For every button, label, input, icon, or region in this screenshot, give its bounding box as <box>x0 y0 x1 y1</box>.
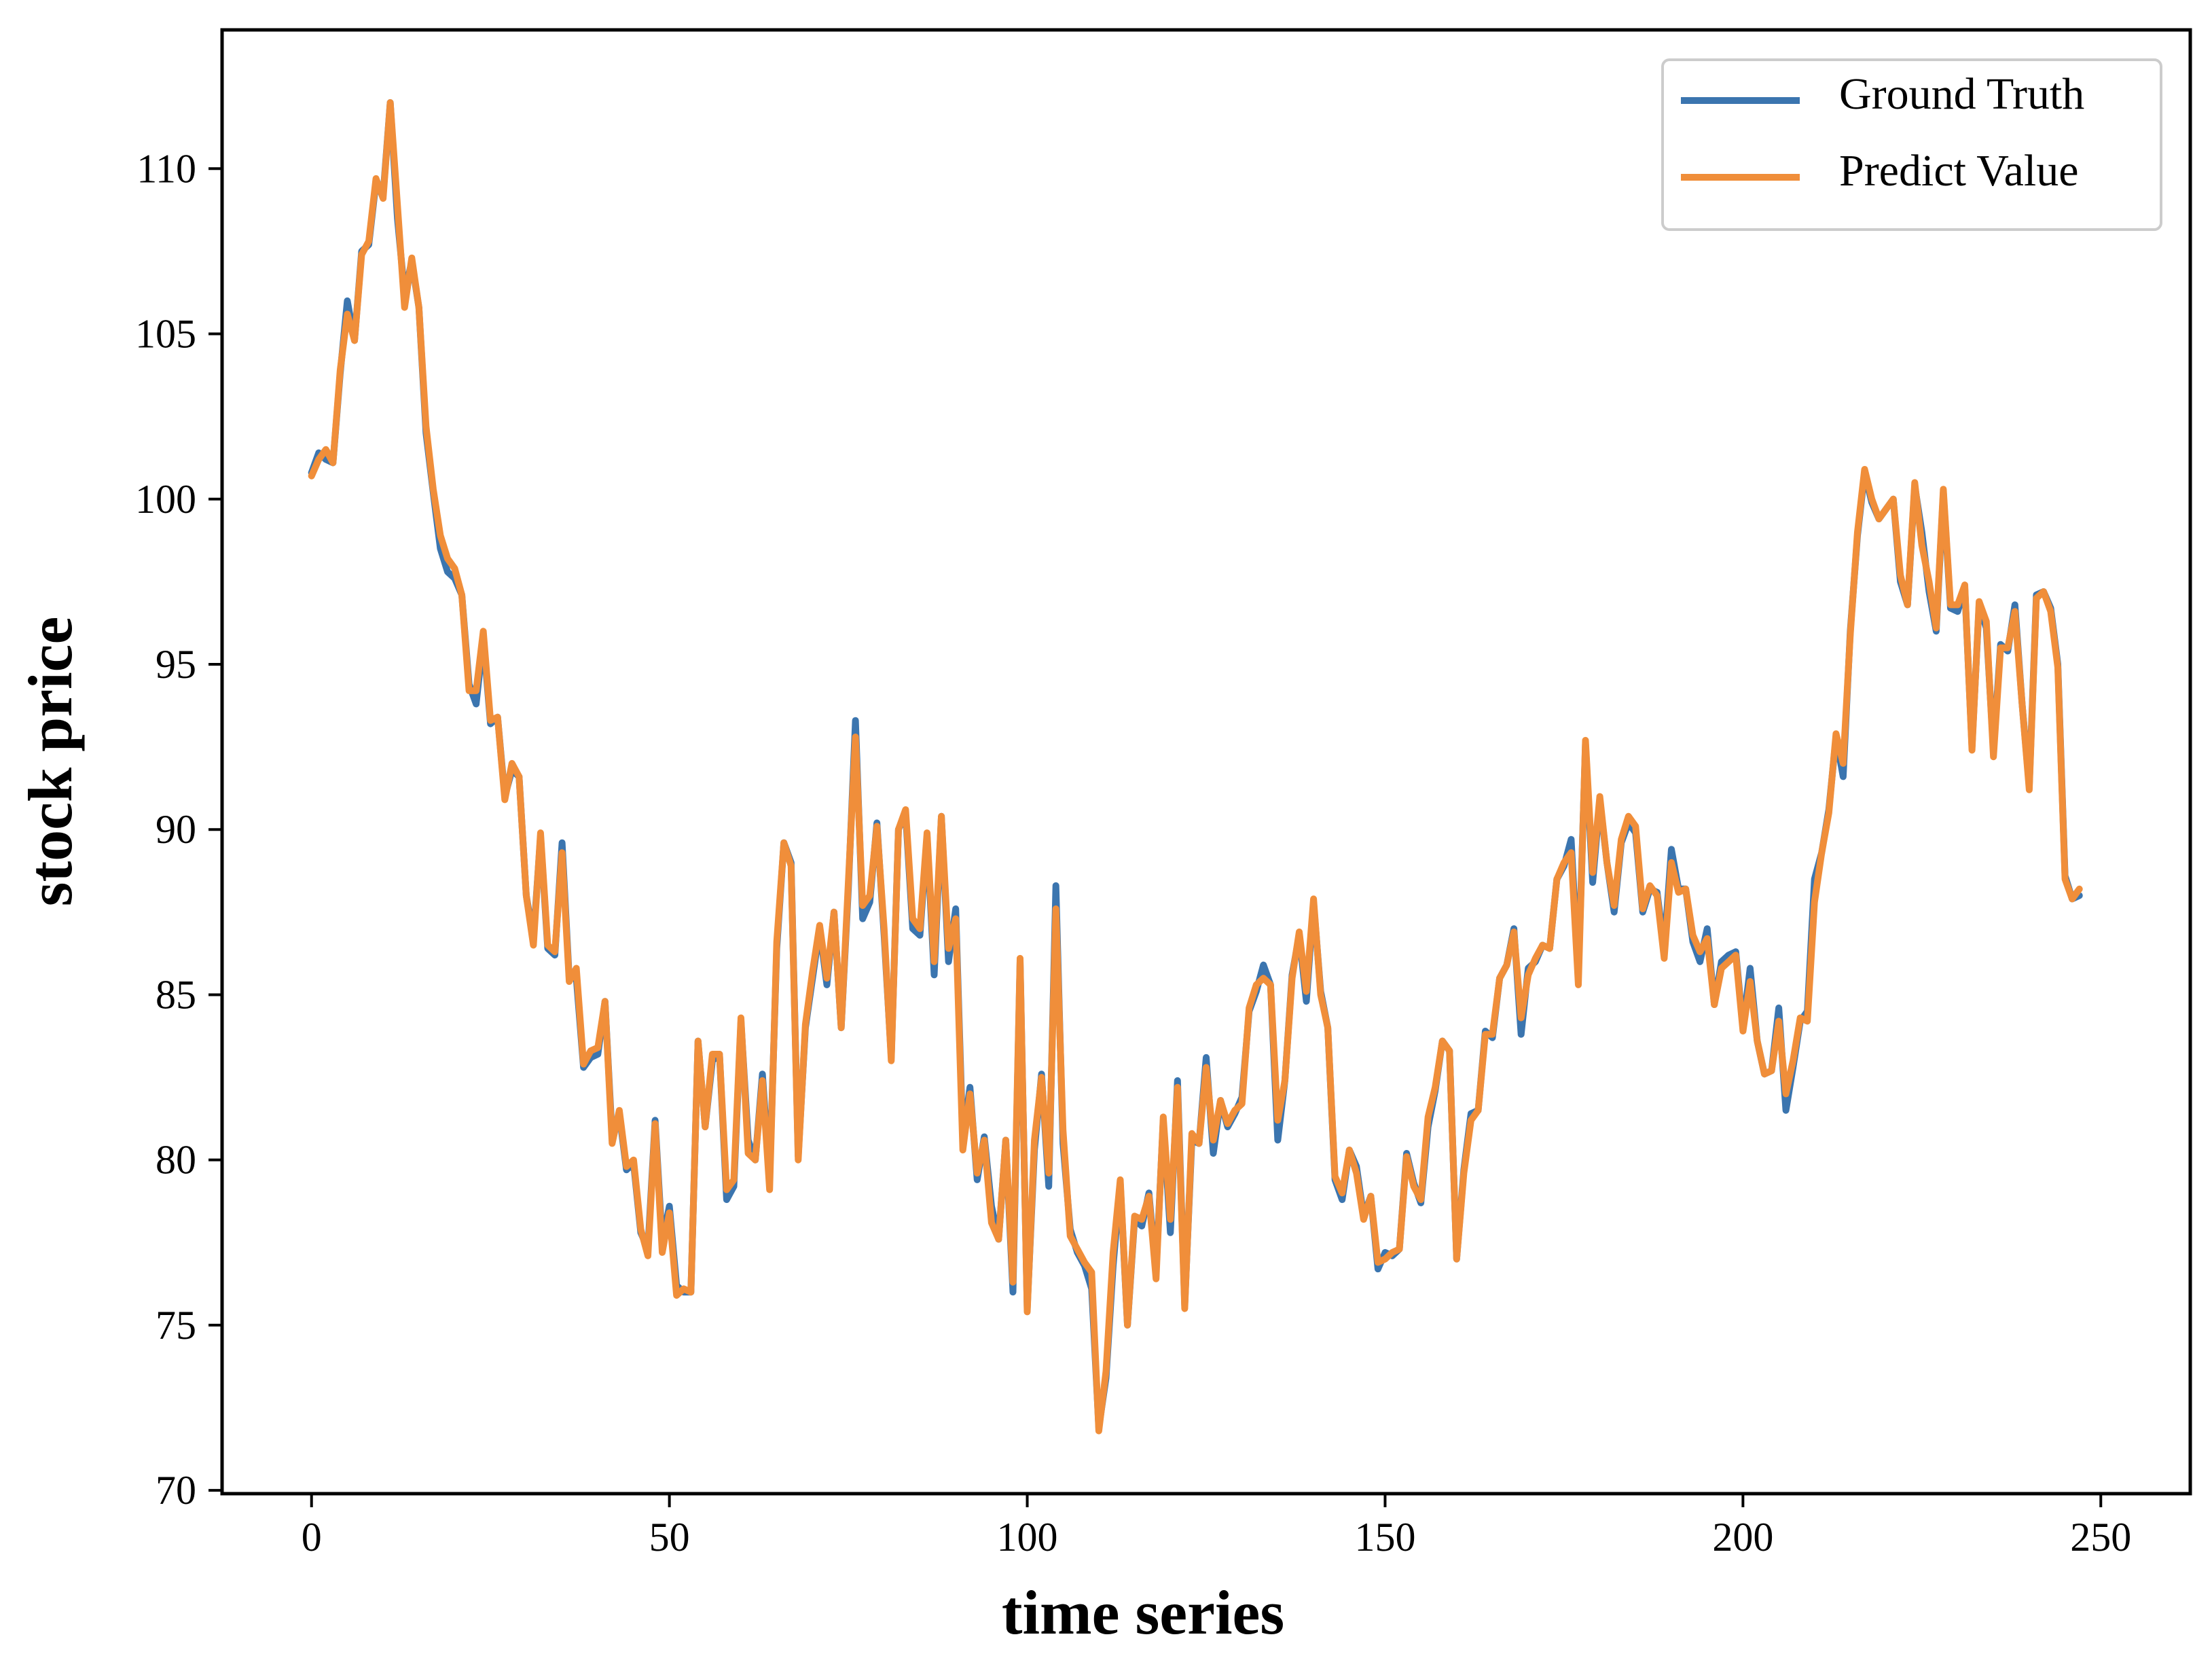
x-axis: 0 50 100 150 200 250 <box>302 1494 2131 1560</box>
x-tick-label: 0 <box>302 1515 322 1560</box>
x-tick-label: 150 <box>1354 1515 1415 1560</box>
y-tick-label: 95 <box>156 642 196 687</box>
legend: Ground Truth Predict Value <box>1661 58 2162 231</box>
y-tick-label: 100 <box>135 477 196 522</box>
y-tick-label: 105 <box>135 312 196 357</box>
y-tick-label: 80 <box>156 1138 196 1183</box>
y-tick-label: 70 <box>156 1468 196 1513</box>
x-tick-label: 100 <box>997 1515 1058 1560</box>
legend-label-ground-truth: Ground Truth <box>1839 69 2084 119</box>
y-axis-title: stock price <box>16 617 85 907</box>
plot-frame <box>220 28 2192 1496</box>
x-tick-label: 250 <box>2070 1515 2131 1560</box>
series-line-predict-value <box>308 99 2083 1435</box>
y-axis: 70 75 80 85 90 95 100 105 110 <box>135 146 222 1513</box>
series-layer <box>308 99 2083 1435</box>
y-tick-label: 110 <box>137 146 196 191</box>
x-tick-label: 200 <box>1712 1515 1773 1560</box>
y-tick-label: 75 <box>156 1303 196 1348</box>
y-tick-label: 90 <box>156 807 196 852</box>
y-tick-label: 85 <box>156 972 196 1017</box>
legend-label-predict-value: Predict Value <box>1839 146 2079 196</box>
x-axis-title: time series <box>1002 1578 1284 1647</box>
x-tick-label: 50 <box>649 1515 690 1560</box>
